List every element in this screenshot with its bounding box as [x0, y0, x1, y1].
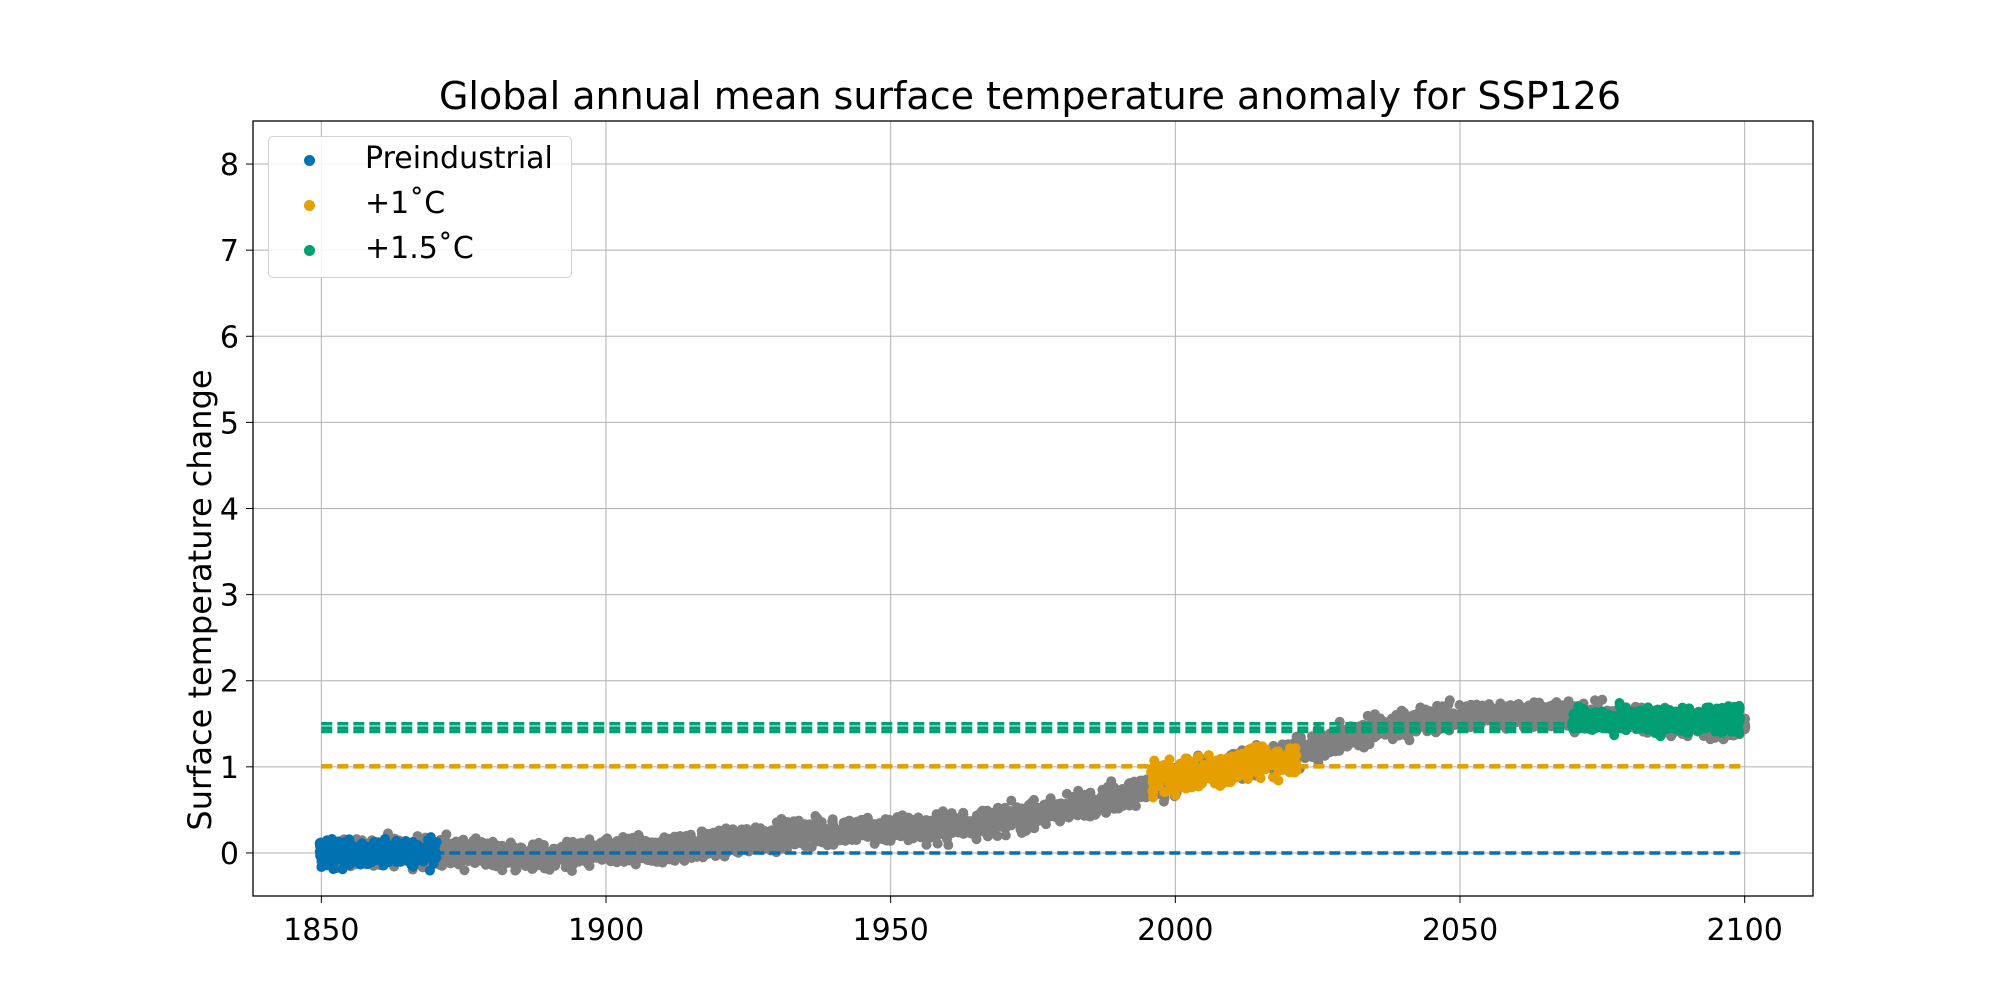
- scatter-point-ensemble: [458, 834, 469, 845]
- y-tick-label: 0: [220, 837, 239, 872]
- y-tick-label: 5: [220, 406, 239, 441]
- x-tick-label: 1900: [568, 913, 644, 948]
- scatter-point-ensemble: [1443, 699, 1454, 710]
- y-tick-label: 6: [220, 320, 239, 355]
- legend: Preindustrial +1˚C +1.5˚C: [268, 136, 572, 278]
- scatter-point-plus1: [1164, 754, 1175, 765]
- legend-marker-preindustrial: [304, 155, 315, 166]
- legend-item-plus15: +1.5˚C: [269, 229, 569, 269]
- scatter-point-ensemble: [1589, 695, 1600, 706]
- x-tick-label: 2000: [1137, 913, 1213, 948]
- legend-label-plus15: +1.5˚C: [365, 231, 474, 266]
- scatter-point-ensemble: [1597, 694, 1608, 705]
- scatter-point-ensemble: [441, 829, 452, 840]
- x-tick-label: 2050: [1422, 913, 1498, 948]
- scatter-point-plus1: [1289, 766, 1300, 777]
- legend-item-preindustrial: Preindustrial: [269, 139, 569, 179]
- scatter-point-ensemble: [1006, 795, 1017, 806]
- scatter-point-preindustrial: [431, 852, 442, 863]
- scatter-point-ensemble: [992, 831, 1003, 842]
- scatter-point-preindustrial: [343, 860, 354, 871]
- scatter-point-plus1: [1148, 788, 1159, 799]
- plot-frame: [252, 120, 1814, 897]
- scatter-point-plus1: [1197, 778, 1208, 789]
- scatter-point-ensemble: [921, 839, 932, 850]
- scatter-point-preindustrial: [405, 856, 416, 867]
- scatter-point-preindustrial: [431, 837, 442, 848]
- scatter-point-plus1: [1169, 787, 1180, 798]
- y-tick-label: 1: [220, 751, 239, 786]
- y-tick-label: 3: [220, 579, 239, 614]
- scatter-point-ensemble: [497, 865, 508, 876]
- scatter-point-plus1: [1193, 751, 1204, 762]
- legend-marker-plus1: [304, 200, 315, 211]
- scatter-point-ensemble: [685, 829, 696, 840]
- legend-item-plus1: +1˚C: [269, 184, 569, 224]
- scatter-point-ensemble: [1000, 830, 1011, 841]
- scatter-point-plus15: [1734, 713, 1745, 724]
- y-axis-label: Surface temperature change: [181, 369, 219, 831]
- scatter-point-plus15: [1655, 731, 1666, 742]
- y-tick-label: 7: [220, 234, 239, 269]
- legend-label-preindustrial: Preindustrial: [365, 141, 553, 176]
- scatter-point-ensemble: [932, 838, 943, 849]
- scatter-point-ensemble: [1040, 819, 1051, 830]
- scatter-point-plus1: [1288, 753, 1299, 764]
- scatter-point-plus1: [1271, 774, 1282, 785]
- scatter-point-ensemble: [862, 812, 873, 823]
- scatter-point-ensemble: [958, 809, 969, 820]
- scatter-point-ensemble: [937, 806, 948, 817]
- legend-label-plus1: +1˚C: [365, 186, 446, 221]
- x-tick-label: 1850: [283, 913, 359, 948]
- x-tick-label: 1950: [852, 913, 928, 948]
- scatter-point-ensemble: [1158, 796, 1169, 807]
- scatter-point-ensemble: [992, 802, 1003, 813]
- y-tick-label: 4: [220, 493, 239, 528]
- x-tick-label: 2100: [1706, 913, 1782, 948]
- scatter-point-plus1: [1242, 774, 1253, 785]
- y-tick-label: 2: [220, 665, 239, 700]
- scatter-point-plus1: [1255, 773, 1266, 784]
- scatter-point-ensemble: [1295, 731, 1306, 742]
- y-tick-label: 8: [220, 148, 239, 183]
- scatter-point-ensemble: [459, 865, 470, 876]
- scatter-point-ensemble: [827, 816, 838, 827]
- chart-title: Global annual mean surface temperature a…: [438, 74, 1622, 118]
- legend-marker-plus15: [304, 245, 315, 256]
